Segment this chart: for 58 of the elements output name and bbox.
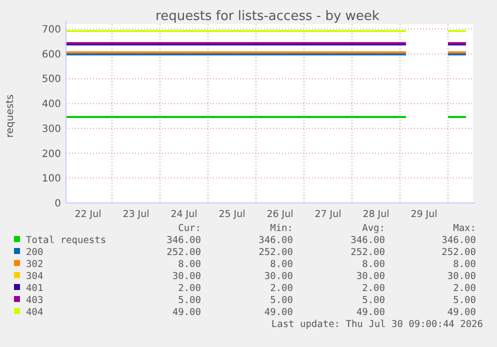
x-tick-label: 28 Jul (362, 209, 390, 220)
text: 5.00 (453, 295, 476, 306)
legend-label: 404 (26, 307, 44, 318)
text: Max: (453, 223, 476, 234)
text: 49.00 (172, 307, 202, 318)
x-tick-label: 29 Jul (410, 209, 438, 220)
text: 346.00 (166, 235, 202, 246)
text: 346.00 (258, 235, 294, 246)
text: Last update: Thu Jul 30 09:00:44 2026 (271, 319, 484, 330)
text: 2.00 (270, 283, 294, 294)
text: 49.00 (264, 307, 294, 318)
x-tick-label: 25 Jul (218, 209, 246, 220)
y-tick-label: 500 (42, 74, 61, 86)
text: 30.00 (356, 271, 386, 282)
legend-label: 403 (26, 295, 44, 306)
text: 8.00 (178, 259, 202, 270)
text: 30.00 (264, 271, 294, 282)
x-tick-label: 23 Jul (122, 209, 150, 220)
text: 252.00 (258, 247, 294, 258)
y-tick-label: 400 (42, 99, 61, 110)
y-tick-label: 300 (42, 124, 61, 135)
text: Cur: (178, 223, 201, 234)
x-tick-label: 22 Jul (74, 209, 102, 220)
text: Avg: (362, 223, 385, 234)
text: 8.00 (270, 259, 294, 270)
text: 346.00 (442, 235, 476, 246)
text: 252.00 (442, 247, 476, 258)
text: 252.00 (350, 247, 386, 258)
x-tick-label: 24 Jul (170, 209, 198, 220)
text: Min: (270, 223, 293, 234)
text: 252.00 (166, 247, 202, 258)
legend-label: 200 (26, 247, 44, 258)
x-tick-label: 26 Jul (266, 209, 294, 220)
text: 2.00 (362, 283, 386, 294)
y-tick-label: 200 (42, 148, 61, 160)
y-tick-label: 700 (42, 24, 61, 36)
y-tick-label: 100 (42, 174, 61, 185)
legend-label: 302 (26, 259, 44, 270)
chart-title: requests for lists-access - by week (156, 9, 380, 24)
text: 30.00 (172, 271, 202, 282)
text: 2.00 (453, 283, 476, 294)
y-axis-title: requests (5, 94, 16, 138)
legend-label: 304 (26, 271, 44, 282)
y-tick-label: 0 (54, 198, 61, 210)
text: 5.00 (178, 295, 202, 306)
text: 8.00 (453, 259, 476, 270)
text: 346.00 (350, 235, 386, 246)
text: 49.00 (356, 307, 386, 318)
text: 30.00 (447, 271, 476, 282)
text: 49.00 (447, 307, 476, 318)
legend-label: Total requests (26, 235, 106, 246)
text: 5.00 (270, 295, 294, 306)
x-tick-label: 27 Jul (314, 209, 342, 220)
text: 8.00 (362, 259, 386, 270)
text: 2.00 (178, 283, 202, 294)
text: 5.00 (362, 295, 386, 306)
legend-label: 401 (26, 283, 44, 294)
y-tick-label: 600 (42, 49, 61, 60)
